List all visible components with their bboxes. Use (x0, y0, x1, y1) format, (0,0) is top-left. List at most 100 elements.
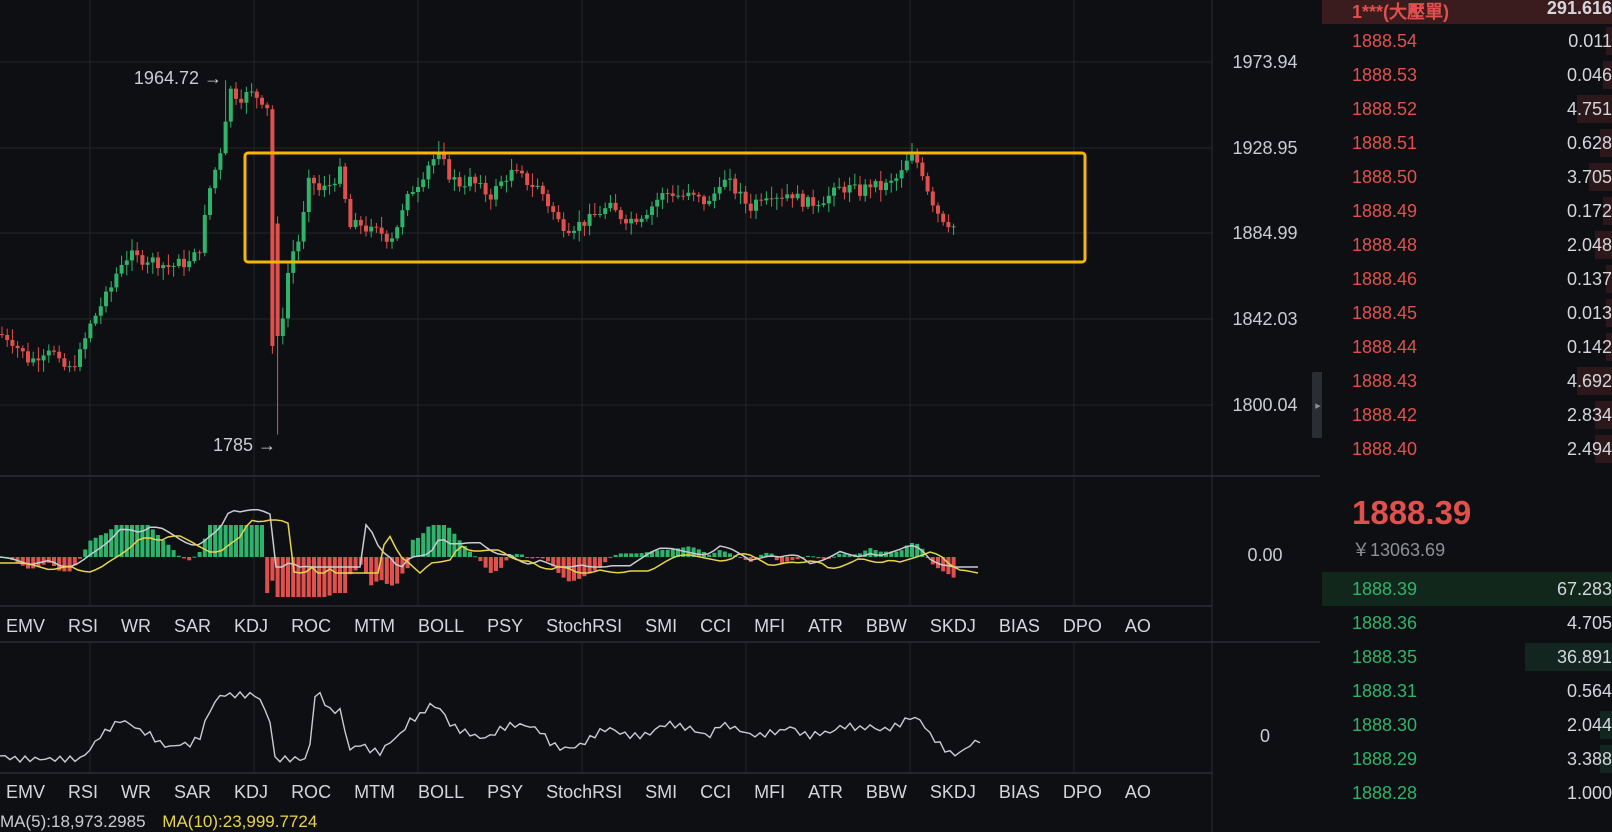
upper-tab-dpo[interactable]: DPO (1062, 615, 1102, 636)
macd-histogram-bar (109, 529, 114, 557)
candle-body (826, 195, 831, 204)
candle-body (790, 194, 795, 199)
bid-row[interactable]: 1888.28 1.000 (1322, 778, 1612, 808)
candle-body (769, 198, 774, 200)
upper-tab-smi[interactable]: SMI (645, 615, 678, 636)
upper-tab-mfi[interactable]: MFI (754, 615, 786, 636)
upper-tab-stochrsi[interactable]: StochRSI (546, 615, 623, 636)
bid-row[interactable]: 1888.36 4.705 (1322, 608, 1612, 638)
candle-body (197, 252, 202, 254)
upper-tab-kdj[interactable]: KDJ (234, 615, 269, 636)
upper-tab-boll[interactable]: BOLL (418, 615, 465, 636)
lower-tab-mfi[interactable]: MFI (754, 781, 786, 802)
upper-tab-roc[interactable]: ROC (291, 615, 332, 636)
macd-histogram-bar (525, 557, 530, 558)
lower-tab-atr[interactable]: ATR (808, 781, 843, 802)
upper-tab-bias[interactable]: BIAS (998, 615, 1040, 636)
lower-tab-psy[interactable]: PSY (487, 781, 524, 802)
macd-histogram-bar (416, 537, 420, 557)
ask-row[interactable]: 1888.45 0.013 (1322, 298, 1612, 328)
upper-tab-rsi[interactable]: RSI (68, 615, 99, 636)
macd-histogram-bar (62, 557, 67, 572)
ask-row[interactable]: 1888.46 0.137 (1322, 264, 1612, 294)
ask-row[interactable]: 1888.42 2.834 (1322, 400, 1612, 430)
ask-price: 1888.49 (1352, 200, 1418, 221)
upper-tab-cci[interactable]: CCI (700, 615, 732, 636)
ask-row[interactable]: 1888.52 4.751 (1322, 94, 1612, 124)
kline-chart-area[interactable]: 1973.94 1928.95 1884.99 1842.03 1800.04 0.00 0… (0, 0, 1324, 832)
lower-tab-roc[interactable]: ROC (291, 781, 332, 802)
lower-tab-ao[interactable]: AO (1124, 781, 1151, 802)
macd-histogram-bar (837, 553, 842, 557)
lower-tab-mtm[interactable]: MTM (354, 781, 396, 802)
lower-tab-stochrsi[interactable]: StochRSI (546, 781, 623, 802)
collapse-panel-chevron-icon[interactable]: ▸ (1312, 372, 1324, 438)
lower-zero-label: 0 (1260, 726, 1270, 746)
ask-row[interactable]: 1888.44 0.142 (1322, 332, 1612, 362)
macd-histogram-bar (249, 525, 254, 557)
upper-tab-wr[interactable]: WR (121, 615, 152, 636)
ask-row[interactable]: 1888.48 2.048 (1322, 230, 1612, 260)
price-axis-label: 1928.95 (1232, 138, 1297, 158)
candle-body (551, 206, 556, 213)
candle-body (478, 182, 483, 184)
orderbook-large-order-row[interactable]: 1***(大壓單) 291.616 (1322, 0, 1612, 24)
macd-histogram-bar (478, 557, 483, 562)
bid-row[interactable]: 1888.30 2.044 (1322, 710, 1612, 740)
ask-row[interactable]: 1888.53 0.046 (1322, 60, 1612, 90)
kline-chart[interactable]: 1973.94 1928.95 1884.99 1842.03 1800.04 0.00 0… (0, 0, 1320, 832)
macd-histogram-bar (707, 554, 712, 557)
ask-depth-bar (1577, 367, 1612, 395)
upper-tab-emv[interactable]: EMV (6, 615, 46, 636)
candle-body (592, 213, 597, 216)
lower-tab-wr[interactable]: WR (121, 781, 152, 802)
candle-body (800, 193, 805, 207)
ask-row[interactable]: 1888.50 3.705 (1322, 162, 1612, 192)
bid-row[interactable]: 1888.29 3.388 (1322, 744, 1612, 774)
upper-tab-sar[interactable]: SAR (174, 615, 212, 636)
upper-tab-skdj[interactable]: SKDJ (929, 615, 976, 636)
lower-tab-dpo[interactable]: DPO (1062, 781, 1102, 802)
lower-tab-bbw[interactable]: BBW (865, 781, 907, 802)
macd-histogram-bar (171, 550, 176, 557)
ask-depth-bar (1603, 197, 1612, 225)
bid-row[interactable]: 1888.39 67.283 (1322, 574, 1612, 604)
candle-body (275, 223, 280, 336)
candle-body (785, 194, 790, 199)
lower-tab-smi[interactable]: SMI (645, 781, 678, 802)
ask-qty: 2.048 (1566, 234, 1612, 255)
ask-price: 1888.43 (1352, 370, 1418, 391)
macd-histogram-bar (795, 557, 800, 560)
macd-histogram-bar (46, 557, 51, 563)
upper-tab-ao[interactable]: AO (1124, 615, 1151, 636)
range-highlight-box (243, 151, 1087, 264)
macd-histogram-bar (260, 525, 264, 557)
lower-tab-sar[interactable]: SAR (174, 781, 212, 802)
macd-histogram-bar (312, 557, 316, 597)
ask-row[interactable]: 1888.40 2.494 (1322, 434, 1612, 464)
lower-tab-boll[interactable]: BOLL (418, 781, 465, 802)
upper-tab-bbw[interactable]: BBW (865, 615, 907, 636)
lower-tab-bias[interactable]: BIAS (998, 781, 1040, 802)
bid-row[interactable]: 1888.35 36.891 (1322, 642, 1612, 672)
lower-tab-rsi[interactable]: RSI (68, 781, 99, 802)
candle-body (218, 153, 223, 170)
bid-price: 1888.31 (1352, 680, 1418, 701)
ask-row[interactable]: 1888.43 4.692 (1322, 366, 1612, 396)
upper-tab-psy[interactable]: PSY (487, 615, 524, 636)
upper-tab-mtm[interactable]: MTM (354, 615, 396, 636)
macd-histogram-bar (239, 525, 244, 557)
candle-body (572, 230, 576, 233)
ask-row[interactable]: 1888.49 0.172 (1322, 196, 1612, 226)
ask-row[interactable]: 1888.51 0.628 (1322, 128, 1612, 158)
upper-tab-atr[interactable]: ATR (808, 615, 843, 636)
ask-row[interactable]: 1888.54 0.011 (1322, 26, 1612, 56)
lower-tab-kdj[interactable]: KDJ (234, 781, 269, 802)
candle-body (728, 178, 732, 180)
lower-tab-emv[interactable]: EMV (6, 781, 46, 802)
macd-histogram-bar (182, 557, 186, 559)
candle-body (832, 187, 836, 196)
lower-tab-skdj[interactable]: SKDJ (929, 781, 976, 802)
lower-tab-cci[interactable]: CCI (700, 781, 732, 802)
bid-row[interactable]: 1888.31 0.564 (1322, 676, 1612, 706)
